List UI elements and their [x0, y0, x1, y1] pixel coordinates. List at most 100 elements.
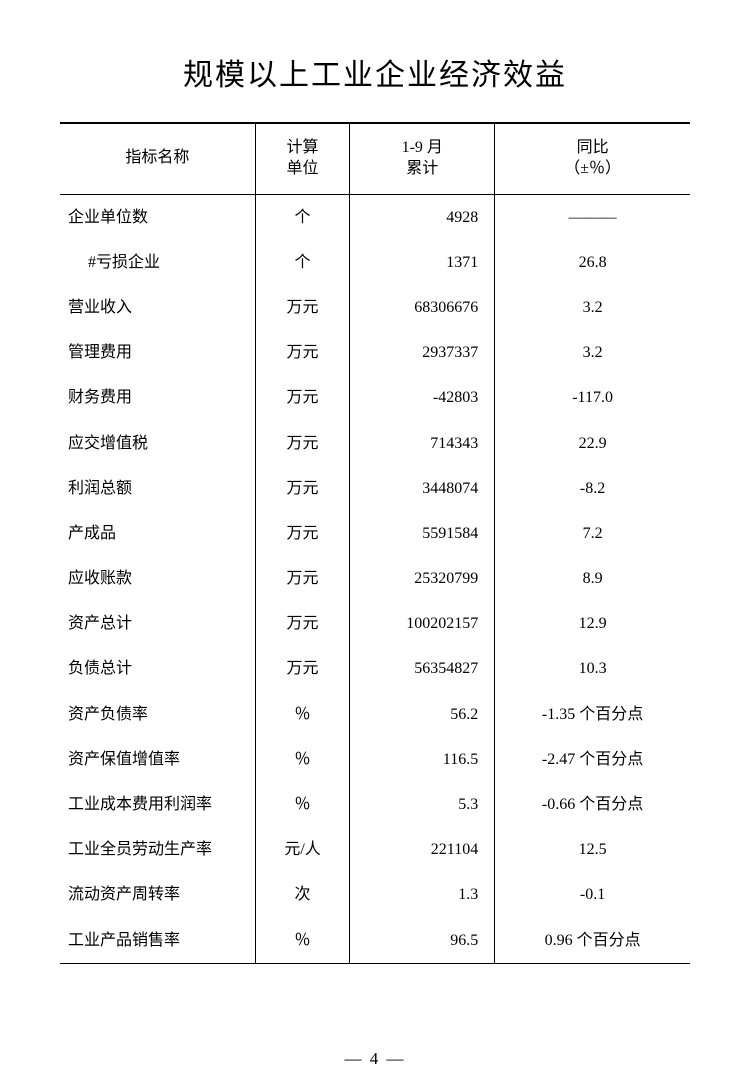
cell-indicator: 管理费用	[60, 330, 255, 375]
cell-indicator: 资产总计	[60, 601, 255, 646]
cell-yoy: 10.3	[495, 646, 690, 691]
table-row: 流动资产周转率次1.3-0.1	[60, 872, 690, 917]
cell-yoy: 26.8	[495, 240, 690, 285]
cell-yoy: -117.0	[495, 375, 690, 420]
cell-accum: -42803	[350, 375, 495, 420]
cell-indicator: 企业单位数	[60, 194, 255, 240]
cell-unit: 万元	[255, 466, 350, 511]
cell-accum: 5.3	[350, 782, 495, 827]
table-row: 应收账款万元253207998.9	[60, 556, 690, 601]
cell-indicator: #亏损企业	[60, 240, 255, 285]
cell-accum: 56.2	[350, 692, 495, 737]
cell-accum: 2937337	[350, 330, 495, 375]
cell-accum: 116.5	[350, 737, 495, 782]
cell-yoy: 12.5	[495, 827, 690, 872]
cell-indicator: 工业成本费用利润率	[60, 782, 255, 827]
document-page: 规模以上工业企业经济效益 指标名称 计算 单位 1-9 月 累计 同比 （±％）…	[0, 0, 750, 964]
cell-accum: 221104	[350, 827, 495, 872]
table-body: 企业单位数个4928———#亏损企业个137126.8营业收入万元6830667…	[60, 194, 690, 963]
table-row: 工业成本费用利润率％5.3-0.66 个百分点	[60, 782, 690, 827]
cell-unit: 次	[255, 872, 350, 917]
cell-unit: 个	[255, 240, 350, 285]
cell-accum: 4928	[350, 194, 495, 240]
col-header-unit-line2: 单位	[287, 160, 319, 177]
cell-indicator: 产成品	[60, 511, 255, 556]
cell-yoy: 7.2	[495, 511, 690, 556]
col-header-yoy: 同比 （±％）	[495, 123, 690, 194]
indicators-table: 指标名称 计算 单位 1-9 月 累计 同比 （±％） 企业单位数个4928——…	[60, 122, 690, 964]
cell-yoy: ———	[495, 194, 690, 240]
cell-indicator: 财务费用	[60, 375, 255, 420]
cell-yoy: -2.47 个百分点	[495, 737, 690, 782]
cell-accum: 5591584	[350, 511, 495, 556]
cell-unit: 万元	[255, 285, 350, 330]
cell-yoy: -8.2	[495, 466, 690, 511]
cell-unit: 万元	[255, 375, 350, 420]
cell-unit: 万元	[255, 646, 350, 691]
cell-yoy: 3.2	[495, 330, 690, 375]
col-header-unit: 计算 单位	[255, 123, 350, 194]
cell-indicator: 利润总额	[60, 466, 255, 511]
cell-indicator: 流动资产周转率	[60, 872, 255, 917]
col-header-accum-line2: 累计	[406, 160, 438, 177]
cell-yoy: 8.9	[495, 556, 690, 601]
cell-yoy: 12.9	[495, 601, 690, 646]
cell-indicator: 营业收入	[60, 285, 255, 330]
cell-unit: 万元	[255, 601, 350, 646]
col-header-yoy-line2: （±％）	[564, 160, 621, 177]
page-title: 规模以上工业企业经济效益	[60, 50, 690, 94]
col-header-accum: 1-9 月 累计	[350, 123, 495, 194]
table-row: 管理费用万元29373373.2	[60, 330, 690, 375]
cell-accum: 56354827	[350, 646, 495, 691]
cell-indicator: 工业全员劳动生产率	[60, 827, 255, 872]
table-row: 资产负债率％56.2-1.35 个百分点	[60, 692, 690, 737]
cell-yoy: -0.66 个百分点	[495, 782, 690, 827]
col-header-yoy-line1: 同比	[577, 139, 609, 156]
cell-unit: 万元	[255, 330, 350, 375]
page-number: — 4 —	[0, 1049, 750, 1069]
cell-indicator: 负债总计	[60, 646, 255, 691]
col-header-accum-line1: 1-9 月	[402, 139, 443, 156]
cell-yoy: -1.35 个百分点	[495, 692, 690, 737]
cell-unit: ％	[255, 692, 350, 737]
table-row: 财务费用万元-42803-117.0	[60, 375, 690, 420]
cell-yoy: 0.96 个百分点	[495, 918, 690, 964]
cell-unit: 元/人	[255, 827, 350, 872]
cell-accum: 96.5	[350, 918, 495, 964]
table-row: 营业收入万元683066763.2	[60, 285, 690, 330]
cell-unit: 万元	[255, 556, 350, 601]
table-header-row: 指标名称 计算 单位 1-9 月 累计 同比 （±％）	[60, 123, 690, 194]
cell-yoy: -0.1	[495, 872, 690, 917]
cell-unit: 万元	[255, 421, 350, 466]
cell-accum: 68306676	[350, 285, 495, 330]
cell-unit: ％	[255, 737, 350, 782]
table-row: #亏损企业个137126.8	[60, 240, 690, 285]
cell-indicator: 应交增值税	[60, 421, 255, 466]
cell-unit: ％	[255, 918, 350, 964]
cell-unit: 个	[255, 194, 350, 240]
table-row: 利润总额万元3448074-8.2	[60, 466, 690, 511]
table-row: 负债总计万元5635482710.3	[60, 646, 690, 691]
cell-indicator: 工业产品销售率	[60, 918, 255, 964]
table-row: 资产保值增值率％116.5-2.47 个百分点	[60, 737, 690, 782]
cell-accum: 1371	[350, 240, 495, 285]
table-row: 工业全员劳动生产率元/人22110412.5	[60, 827, 690, 872]
cell-yoy: 3.2	[495, 285, 690, 330]
cell-accum: 1.3	[350, 872, 495, 917]
col-header-indicator: 指标名称	[60, 123, 255, 194]
table-row: 工业产品销售率％96.50.96 个百分点	[60, 918, 690, 964]
table-row: 应交增值税万元71434322.9	[60, 421, 690, 466]
cell-accum: 25320799	[350, 556, 495, 601]
cell-unit: 万元	[255, 511, 350, 556]
cell-accum: 100202157	[350, 601, 495, 646]
col-header-unit-line1: 计算	[287, 139, 319, 156]
cell-indicator: 应收账款	[60, 556, 255, 601]
cell-yoy: 22.9	[495, 421, 690, 466]
table-row: 企业单位数个4928———	[60, 194, 690, 240]
cell-unit: ％	[255, 782, 350, 827]
table-row: 产成品万元55915847.2	[60, 511, 690, 556]
table-row: 资产总计万元10020215712.9	[60, 601, 690, 646]
cell-accum: 3448074	[350, 466, 495, 511]
cell-indicator: 资产负债率	[60, 692, 255, 737]
cell-indicator: 资产保值增值率	[60, 737, 255, 782]
